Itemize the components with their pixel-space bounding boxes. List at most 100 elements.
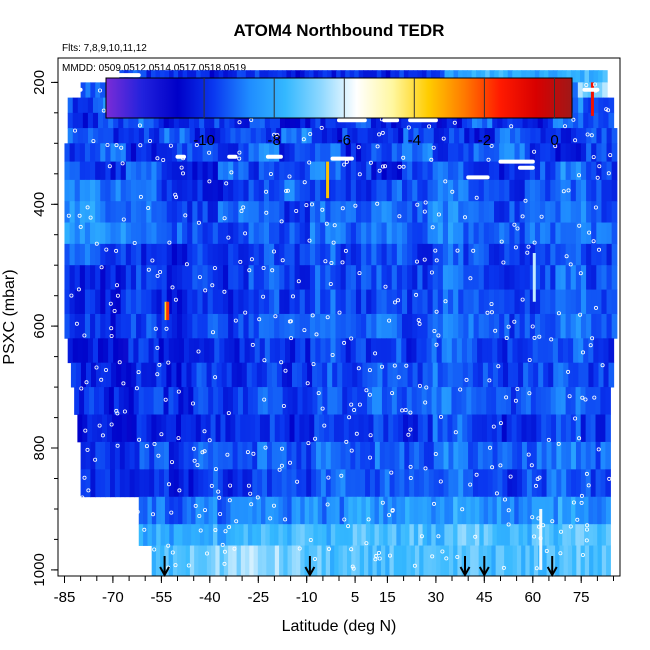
heatmap-cell (571, 469, 577, 498)
heatmap-cell (141, 313, 147, 339)
heatmap-cell (412, 179, 418, 202)
heatmap-cell (524, 179, 531, 202)
sample-point (226, 411, 231, 416)
heatmap-cell (187, 201, 193, 223)
heatmap-cell (277, 70, 283, 83)
sample-point (227, 498, 232, 503)
arrow-head (459, 566, 471, 578)
heatmap-cell (266, 441, 273, 470)
heatmap-cell (512, 112, 519, 129)
sample-point (195, 463, 200, 468)
heatmap-cell (230, 524, 236, 546)
heatmap-cell (182, 496, 188, 525)
heatmap-cell (403, 414, 409, 443)
heatmap-cell (410, 545, 416, 576)
heatmap-cell (200, 414, 207, 443)
sample-point (433, 248, 438, 253)
heatmap-cell (513, 362, 519, 388)
heatmap-cell (550, 222, 556, 245)
heatmap-cell (551, 414, 557, 443)
sample-point (471, 248, 476, 253)
heatmap-cell (249, 338, 256, 364)
sample-point (325, 315, 330, 320)
heatmap-cell (523, 362, 529, 388)
heatmap-cell (575, 201, 582, 223)
sample-point (97, 423, 102, 428)
heatmap-cell (442, 201, 449, 223)
heatmap-cell (182, 179, 188, 202)
heatmap-cell (130, 201, 137, 223)
sample-point (366, 517, 371, 522)
heatmap-cell (381, 387, 388, 415)
sample-point (584, 83, 589, 88)
y-axis-label: PSXC (mbar) (1, 269, 18, 364)
heatmap-cell (212, 161, 219, 181)
heatmap-cell (305, 112, 311, 129)
sample-point (320, 406, 325, 411)
heatmap-cell (284, 243, 291, 266)
heatmap-cell (456, 338, 463, 364)
heatmap-cell (374, 469, 381, 498)
heatmap-cell (313, 524, 319, 546)
heatmap-cell (325, 201, 331, 223)
heatmap-cell (208, 496, 214, 525)
heatmap-cell (586, 313, 592, 339)
heatmap-cell (506, 414, 513, 443)
heatmap-cell (602, 70, 608, 83)
sample-point (169, 510, 174, 515)
sample-point (593, 205, 598, 210)
heatmap-cell (156, 179, 163, 202)
sample-point (397, 214, 402, 219)
heatmap-cell (561, 70, 568, 83)
heatmap-cell (281, 441, 288, 470)
heatmap-cell (330, 161, 337, 181)
heatmap-cell (473, 201, 480, 223)
heatmap-cell (209, 338, 215, 364)
sample-point (424, 385, 429, 390)
heatmap-cell (263, 201, 270, 223)
sample-point (284, 188, 289, 193)
heatmap-cell (376, 387, 383, 415)
heatmap-cell (74, 265, 81, 290)
heatmap-cell (463, 313, 470, 339)
heatmap-cell (466, 387, 472, 415)
heatmap-cell (431, 338, 438, 364)
heatmap-cell (347, 128, 353, 144)
heatmap-cell (248, 179, 255, 202)
heatmap-cell (237, 469, 244, 498)
sample-point (115, 411, 120, 416)
heatmap-cell (548, 70, 554, 83)
heatmap-cell (220, 128, 226, 144)
heatmap-cell (526, 414, 532, 443)
heatmap-cell (601, 243, 608, 266)
heatmap-cell (463, 243, 470, 266)
heatmap-cell (317, 362, 323, 388)
heatmap-cell (598, 112, 605, 129)
sample-point (121, 381, 126, 386)
sample-point (532, 240, 537, 245)
heatmap-cell (178, 338, 185, 364)
heatmap-cell (178, 112, 185, 129)
heatmap-cell (299, 201, 306, 223)
heatmap-cell (557, 496, 563, 525)
heatmap-cell (481, 387, 487, 415)
heatmap-cell (536, 524, 542, 546)
heatmap-cell (203, 469, 209, 498)
sample-point (93, 457, 98, 462)
heatmap-cell (88, 128, 94, 144)
heatmap-cell (572, 82, 579, 99)
sample-point (120, 498, 125, 503)
heatmap-cell (217, 161, 224, 181)
heatmap-cell (585, 414, 592, 443)
sample-point (213, 375, 218, 380)
sample-point (377, 168, 382, 173)
heatmap-cell (243, 143, 250, 162)
sample-point (544, 549, 549, 554)
heatmap-cell (586, 265, 592, 290)
heatmap-cell (131, 362, 137, 388)
heatmap-cell (202, 179, 209, 202)
sample-point (132, 240, 137, 245)
heatmap-cell (289, 143, 296, 162)
heatmap-cell (584, 524, 590, 546)
heatmap-cell (315, 112, 321, 129)
